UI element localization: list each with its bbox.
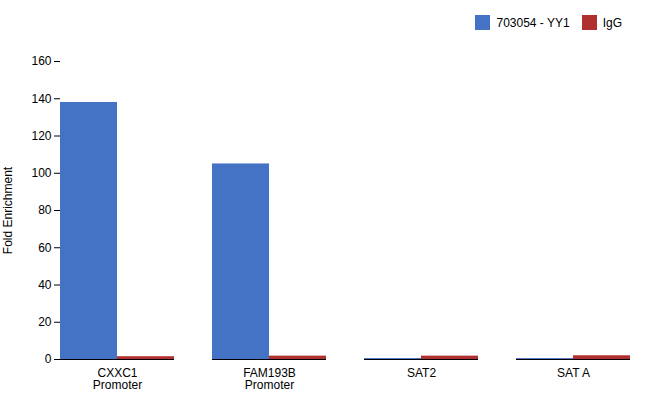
- svg-text:60: 60: [38, 241, 52, 255]
- svg-text:140: 140: [31, 92, 51, 106]
- svg-text:0: 0: [45, 352, 52, 366]
- svg-text:Fold Enrichment: Fold Enrichment: [1, 166, 15, 254]
- svg-text:SAT2: SAT2: [407, 366, 436, 380]
- svg-text:100: 100: [31, 166, 51, 180]
- svg-text:40: 40: [38, 278, 52, 292]
- svg-text:SAT A: SAT A: [557, 366, 590, 380]
- html-text:703054 - YY1: 703054 - YY1: [496, 15, 570, 30]
- html-text:IgG: IgG: [602, 15, 622, 30]
- svg-text:CXXC1Promoter: CXXC1Promoter: [93, 366, 142, 392]
- svg-text:20: 20: [38, 315, 52, 329]
- svg-text:160: 160: [31, 54, 51, 68]
- svg-text:120: 120: [31, 129, 51, 143]
- svg-text:80: 80: [38, 203, 52, 217]
- svg-text:FAM193BPromoter: FAM193BPromoter: [243, 366, 296, 392]
